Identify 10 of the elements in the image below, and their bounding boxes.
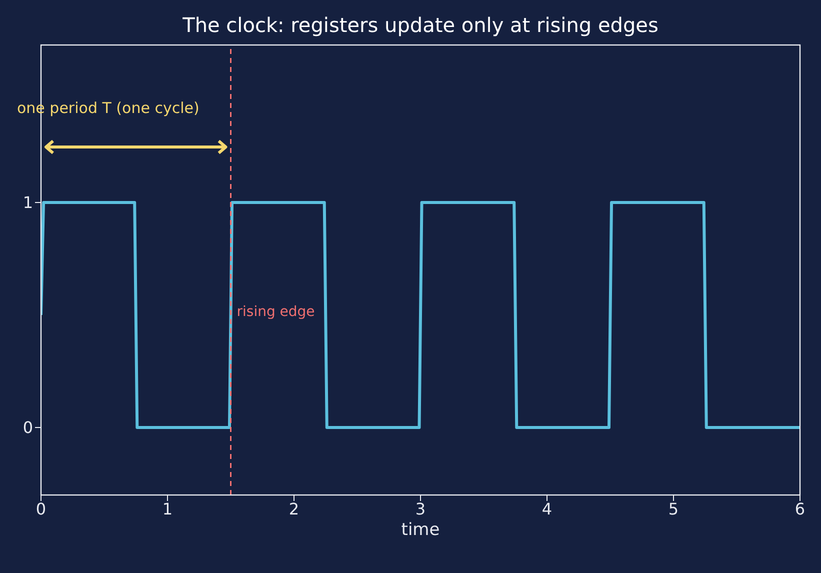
chart-title: The clock: registers update only at rising edges — [182, 13, 658, 37]
x-tick-label: 3 — [415, 499, 426, 518]
x-tick-label: 0 — [36, 499, 46, 518]
x-axis-title: time — [401, 520, 440, 540]
x-tick-label: 6 — [794, 499, 806, 518]
x-tick-label: 1 — [162, 499, 173, 518]
x-tick-label: 5 — [668, 499, 679, 518]
x-tick-label: 2 — [288, 499, 300, 518]
x-tick-label: 4 — [542, 499, 552, 518]
ref-line-label: rising edge — [236, 304, 315, 320]
